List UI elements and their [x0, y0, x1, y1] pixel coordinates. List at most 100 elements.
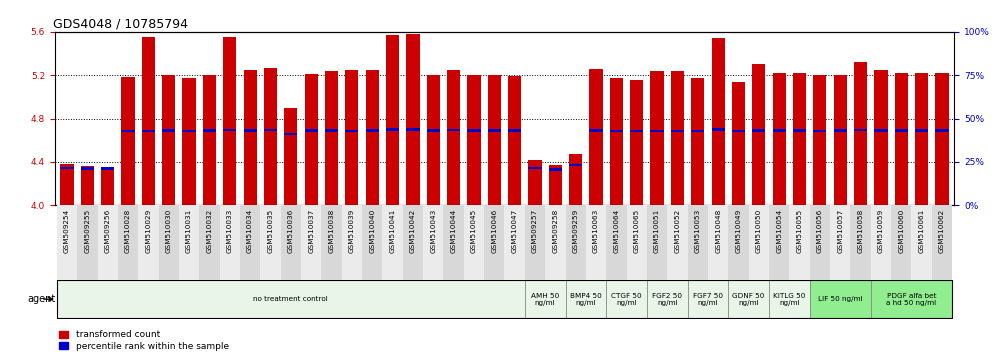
Bar [773, 73, 786, 205]
Bar [590, 129, 603, 132]
Text: GSM510029: GSM510029 [145, 209, 151, 253]
Bar [671, 71, 684, 205]
Text: GSM510049: GSM510049 [735, 209, 741, 253]
Text: GSM510054: GSM510054 [776, 209, 782, 253]
Bar [851, 205, 871, 280]
Bar [769, 280, 810, 318]
Bar [402, 205, 423, 280]
Bar [790, 205, 810, 280]
Bar [284, 108, 298, 205]
Bar [773, 129, 786, 132]
Text: GSM509255: GSM509255 [85, 209, 91, 253]
Bar [81, 166, 94, 205]
Text: LIF 50 ng/ml: LIF 50 ng/ml [818, 296, 863, 302]
Bar [223, 37, 236, 205]
Bar [264, 68, 277, 205]
Bar [830, 205, 851, 280]
Bar [325, 129, 338, 132]
Bar [138, 205, 158, 280]
Text: GSM510064: GSM510064 [614, 209, 620, 253]
Bar [162, 75, 175, 205]
Bar [590, 69, 603, 205]
Text: GSM510056: GSM510056 [817, 209, 823, 253]
Bar [426, 129, 440, 132]
Text: GSM510051: GSM510051 [654, 209, 660, 253]
Bar [406, 128, 419, 131]
Bar [691, 79, 704, 205]
Bar [199, 205, 219, 280]
Bar [569, 154, 583, 205]
Bar [484, 205, 505, 280]
Text: GSM510033: GSM510033 [227, 209, 233, 253]
Bar [158, 205, 179, 280]
Bar [162, 129, 175, 132]
Text: GSM510057: GSM510057 [838, 209, 844, 253]
Bar [426, 75, 440, 205]
Bar [182, 79, 195, 205]
Text: GSM510030: GSM510030 [165, 209, 171, 253]
Bar [101, 167, 115, 205]
Text: PDGF alfa bet
a hd 50 ng/ml: PDGF alfa bet a hd 50 ng/ml [886, 293, 936, 306]
Bar [366, 70, 378, 205]
Bar [915, 129, 928, 132]
Text: GSM510034: GSM510034 [247, 209, 253, 253]
Text: GSM510047: GSM510047 [512, 209, 518, 253]
Bar [61, 167, 74, 169]
Bar [488, 75, 501, 205]
Text: GSM510043: GSM510043 [430, 209, 436, 253]
Bar [691, 130, 704, 132]
Text: GSM510061: GSM510061 [918, 209, 924, 253]
Bar [443, 205, 464, 280]
Bar [179, 205, 199, 280]
Text: GSM510058: GSM510058 [858, 209, 864, 253]
Bar [305, 74, 318, 205]
Bar [423, 205, 443, 280]
Bar [406, 34, 419, 205]
Bar [264, 129, 277, 131]
Text: FGF2 50
ng/ml: FGF2 50 ng/ml [652, 293, 682, 306]
Bar [505, 205, 525, 280]
Bar [894, 129, 908, 132]
Text: GSM510053: GSM510053 [695, 209, 701, 253]
Bar [122, 78, 134, 205]
Bar [549, 165, 562, 205]
Bar [61, 164, 74, 205]
Bar [382, 205, 402, 280]
Text: AMH 50
ng/ml: AMH 50 ng/ml [531, 293, 560, 306]
Text: GSM510045: GSM510045 [471, 209, 477, 253]
Bar [525, 205, 545, 280]
Text: GSM510062: GSM510062 [939, 209, 945, 253]
Bar [57, 205, 77, 280]
Legend: transformed count, percentile rank within the sample: transformed count, percentile rank withi… [60, 330, 229, 351]
Text: GDS4048 / 10785794: GDS4048 / 10785794 [53, 18, 188, 31]
Bar [650, 71, 663, 205]
Text: GSM510046: GSM510046 [491, 209, 497, 253]
Bar [647, 280, 687, 318]
Bar [57, 280, 525, 318]
Bar [607, 205, 626, 280]
Bar [385, 128, 399, 131]
Text: GSM510065: GSM510065 [633, 209, 639, 253]
Bar [545, 205, 566, 280]
Bar [447, 70, 460, 205]
Text: GSM509257: GSM509257 [532, 209, 538, 253]
Bar [141, 130, 155, 132]
Bar [607, 280, 647, 318]
Bar [464, 205, 484, 280]
Bar [182, 130, 195, 132]
Bar [203, 129, 216, 132]
Bar [630, 130, 643, 132]
Bar [732, 130, 745, 132]
Text: GSM510050: GSM510050 [756, 209, 762, 253]
Text: GSM509259: GSM509259 [573, 209, 579, 253]
Bar [240, 205, 260, 280]
Bar [810, 205, 830, 280]
Bar [874, 129, 887, 132]
Bar [447, 129, 460, 131]
Text: CTGF 50
ng/ml: CTGF 50 ng/ml [612, 293, 641, 306]
Text: GSM510039: GSM510039 [349, 209, 355, 253]
Bar [834, 129, 847, 132]
Bar [650, 130, 663, 132]
Bar [647, 205, 667, 280]
Text: GSM510042: GSM510042 [410, 209, 416, 253]
